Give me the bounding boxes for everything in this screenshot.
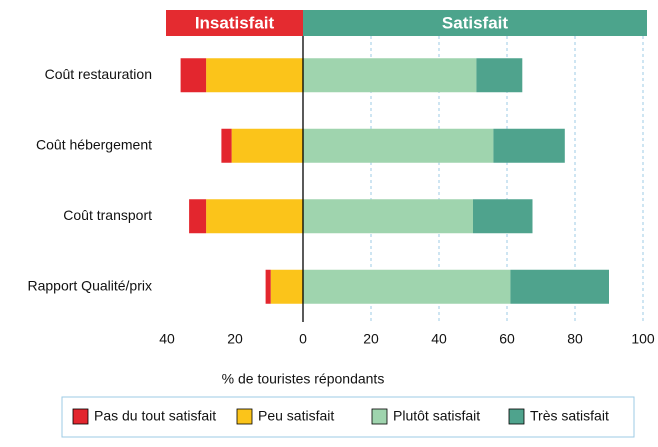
bar-segment (303, 269, 511, 304)
x-tick-label: 60 (499, 331, 515, 347)
x-tick-label: 0 (299, 331, 307, 347)
legend-box (61, 396, 635, 438)
legend-swatch (236, 408, 253, 425)
bar-segment (231, 128, 303, 163)
bar-segment (265, 269, 271, 304)
bar-segment (206, 199, 303, 234)
bar-segment (206, 58, 303, 93)
y-tick-label: Coût hébergement (36, 136, 152, 152)
header-band (303, 10, 647, 36)
x-tick-label: 20 (363, 331, 379, 347)
y-tick-label: Rapport Qualité/prix (27, 277, 152, 293)
bar-segment (493, 128, 565, 163)
legend-label: Plutôt satisfait (393, 408, 480, 424)
bar-segment (303, 199, 473, 234)
x-tick-label: 20 (227, 331, 243, 347)
bar-segment (270, 269, 303, 304)
legend-label: Peu satisfait (258, 408, 334, 424)
header-band (166, 10, 303, 36)
bar-segment (180, 58, 207, 93)
x-axis-label: % de touristes répondants (222, 371, 385, 387)
bar-segment (510, 269, 609, 304)
header-label: Satisfait (442, 13, 508, 32)
x-tick-label: 100 (631, 331, 655, 347)
bar-segment (473, 199, 533, 234)
legend-label: Pas du tout satisfait (94, 408, 216, 424)
bar-segment (303, 58, 477, 93)
bar-segment (189, 199, 207, 234)
legend-swatch (72, 408, 89, 425)
bar-segment (221, 128, 232, 163)
x-tick-label: 80 (567, 331, 583, 347)
bar-segment (476, 58, 523, 93)
x-tick-label: 40 (431, 331, 447, 347)
bar-segment (303, 128, 494, 163)
legend-label: Très satisfait (530, 408, 609, 424)
y-tick-label: Coût restauration (45, 66, 152, 82)
legend-swatch (508, 408, 525, 425)
header-label: Insatisfait (195, 13, 275, 32)
legend-swatch (371, 408, 388, 425)
x-tick-label: 40 (159, 331, 175, 347)
y-tick-label: Coût transport (63, 207, 152, 223)
